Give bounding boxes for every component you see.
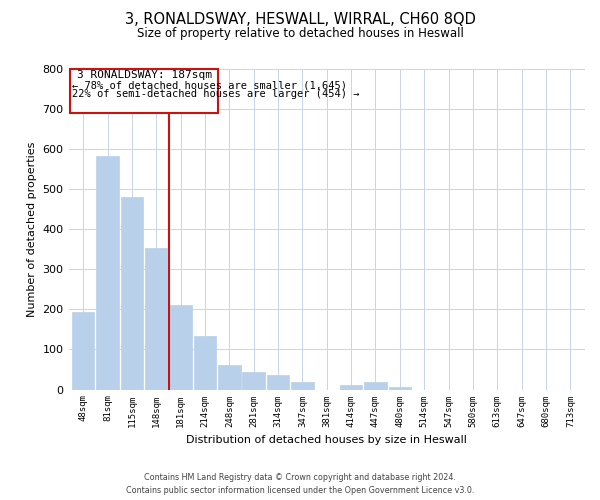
Bar bbox=[97, 156, 119, 390]
Bar bbox=[194, 336, 216, 390]
Bar bbox=[218, 365, 241, 390]
Text: Contains HM Land Registry data © Crown copyright and database right 2024.
Contai: Contains HM Land Registry data © Crown c… bbox=[126, 473, 474, 495]
Bar bbox=[291, 382, 314, 390]
Bar bbox=[267, 374, 289, 390]
Text: Size of property relative to detached houses in Heswall: Size of property relative to detached ho… bbox=[137, 28, 463, 40]
Bar bbox=[242, 372, 265, 390]
Text: 3, RONALDSWAY, HESWALL, WIRRAL, CH60 8QD: 3, RONALDSWAY, HESWALL, WIRRAL, CH60 8QD bbox=[125, 12, 475, 28]
X-axis label: Distribution of detached houses by size in Heswall: Distribution of detached houses by size … bbox=[187, 435, 467, 445]
Bar bbox=[121, 197, 143, 390]
Bar bbox=[70, 69, 218, 113]
Bar bbox=[364, 382, 386, 390]
Bar bbox=[389, 387, 411, 390]
Y-axis label: Number of detached properties: Number of detached properties bbox=[27, 142, 37, 317]
Bar bbox=[340, 385, 362, 390]
Text: 3 RONALDSWAY: 187sqm: 3 RONALDSWAY: 187sqm bbox=[77, 70, 212, 80]
Bar bbox=[169, 304, 192, 390]
Bar bbox=[72, 312, 94, 390]
Text: ← 78% of detached houses are smaller (1,645): ← 78% of detached houses are smaller (1,… bbox=[72, 80, 347, 90]
Bar bbox=[145, 248, 167, 390]
Text: 22% of semi-detached houses are larger (454) →: 22% of semi-detached houses are larger (… bbox=[72, 89, 359, 99]
